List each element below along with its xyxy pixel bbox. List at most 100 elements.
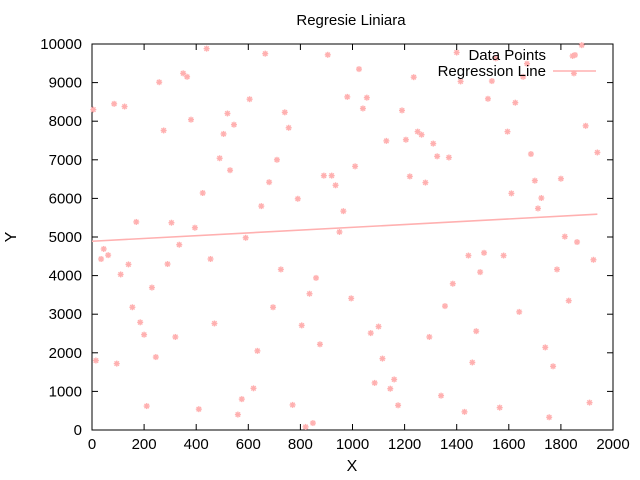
y-tick-label: 8000 <box>49 113 82 130</box>
axis-ticks: 0 200 400 600 800 1000 1200 1400 1600 1800 2000 0 10… <box>40 36 629 453</box>
data-point <box>418 131 425 138</box>
data-point <box>316 341 323 348</box>
data-point <box>438 392 445 399</box>
data-point <box>371 379 378 386</box>
data-point <box>406 173 413 180</box>
data-point <box>590 256 597 263</box>
data-point <box>117 271 124 278</box>
data-point <box>262 50 269 57</box>
data-point <box>531 177 538 184</box>
data-point <box>340 208 347 215</box>
data-point <box>207 256 214 263</box>
data-point <box>111 100 118 107</box>
data-point <box>492 55 499 62</box>
data-point <box>500 252 507 259</box>
data-point <box>180 70 187 77</box>
data-point <box>445 154 452 161</box>
data-point <box>137 319 144 326</box>
y-tick-label: 5000 <box>49 229 82 246</box>
data-point <box>250 385 257 392</box>
data-point <box>227 167 234 174</box>
data-point <box>453 49 460 56</box>
data-point <box>129 304 136 311</box>
x-axis-title: X <box>347 458 358 475</box>
data-point <box>143 403 150 410</box>
data-point <box>289 401 296 408</box>
data-point <box>516 308 523 315</box>
x-tick-label: 1800 <box>544 436 577 453</box>
data-point <box>508 190 515 197</box>
data-point <box>512 99 519 106</box>
y-tick-label: 3000 <box>49 306 82 323</box>
data-point <box>133 218 140 225</box>
x-tick-label: 600 <box>236 436 261 453</box>
data-point <box>352 163 359 170</box>
data-point <box>481 249 488 256</box>
data-point <box>191 224 198 231</box>
data-point <box>216 155 223 162</box>
data-point <box>477 269 484 276</box>
data-point <box>313 274 320 281</box>
y-axis-title: Y <box>3 231 20 242</box>
data-point <box>211 320 218 327</box>
data-point <box>553 266 560 273</box>
data-point <box>152 354 159 361</box>
data-point <box>379 355 386 362</box>
data-point <box>92 357 99 364</box>
data-point <box>496 404 503 411</box>
data-point <box>273 156 280 163</box>
data-point <box>441 303 448 310</box>
data-point <box>298 322 305 329</box>
y-tick-label: 10000 <box>40 36 82 53</box>
data-point <box>98 256 105 263</box>
data-point <box>324 51 331 58</box>
data-point <box>100 245 107 252</box>
data-point <box>484 95 491 102</box>
data-point <box>578 42 585 49</box>
x-tick-label: 1400 <box>440 436 473 453</box>
data-point <box>113 360 120 367</box>
data-point <box>542 344 549 351</box>
data-point <box>172 333 179 340</box>
plot-area <box>90 42 614 431</box>
legend-label: Data Points <box>468 47 546 64</box>
y-tick-label: 2000 <box>49 345 82 362</box>
data-point <box>582 122 589 129</box>
data-point <box>199 189 206 196</box>
data-point <box>203 45 210 52</box>
data-point <box>410 74 417 81</box>
data-point <box>538 195 545 202</box>
data-point <box>524 60 531 67</box>
data-point <box>387 385 394 392</box>
data-point <box>398 107 405 114</box>
data-point <box>546 414 553 421</box>
legend-marker-points <box>572 52 578 58</box>
legend-label: Regression Line <box>438 63 546 80</box>
x-tick-label: 1600 <box>492 436 525 453</box>
data-point <box>238 396 245 403</box>
data-point <box>168 219 175 226</box>
data-point <box>473 328 480 335</box>
x-tick-label: 200 <box>132 436 157 453</box>
data-point <box>164 261 171 268</box>
data-point <box>504 128 511 135</box>
data-point <box>309 420 316 427</box>
data-point <box>254 347 261 354</box>
data-point <box>430 140 437 147</box>
x-tick-label: 0 <box>88 436 96 453</box>
y-tick-label: 7000 <box>49 152 82 169</box>
data-point <box>234 411 241 418</box>
data-point <box>277 266 284 273</box>
data-point <box>395 402 402 409</box>
data-point <box>242 234 249 241</box>
data-point <box>348 295 355 302</box>
data-point <box>90 106 97 113</box>
data-point <box>465 252 472 259</box>
data-point <box>457 78 464 85</box>
data-point <box>383 137 390 144</box>
data-point <box>561 233 568 240</box>
regression-line <box>91 213 598 243</box>
data-point <box>359 105 366 112</box>
data-point <box>356 66 363 73</box>
data-point <box>184 73 191 80</box>
